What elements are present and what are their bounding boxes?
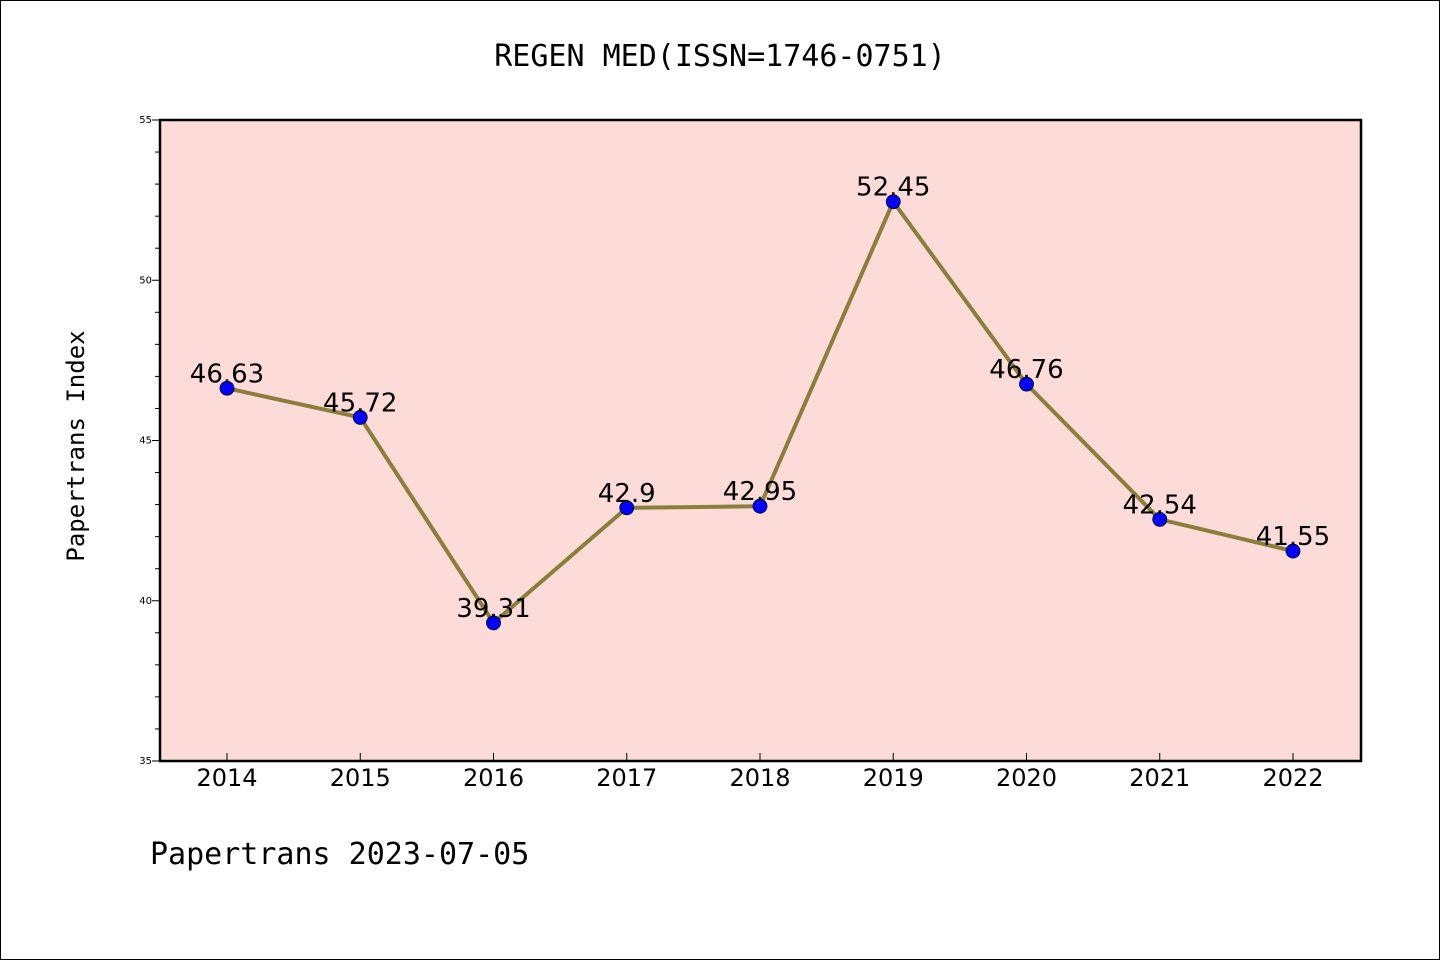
data-label: 41.55 — [1256, 522, 1330, 552]
x-tick-label: 2019 — [863, 764, 924, 792]
data-point — [619, 500, 635, 516]
y-tick-label: 40 — [139, 596, 152, 607]
chart-title: REGEN MED(ISSN=1746-0751) — [494, 39, 946, 74]
x-tick-label: 2022 — [1262, 764, 1323, 792]
y-tick-label: 45 — [139, 436, 152, 447]
y-axis-label: Papertrans Index — [62, 330, 90, 561]
x-tick-label: 2014 — [196, 764, 257, 792]
x-axis: 2014 2015 2016 2017 2018 2019 2020 2021 2022 — [196, 753, 1324, 792]
data-label: 42.95 — [723, 477, 797, 507]
plot-area — [158, 118, 1363, 763]
data-point — [1152, 511, 1168, 527]
data-label: 42.54 — [1123, 490, 1197, 520]
data-point — [352, 410, 368, 425]
x-tick-label: 2015 — [330, 764, 391, 792]
data-label: 45.72 — [323, 388, 397, 418]
x-tick-label: 2021 — [1129, 764, 1190, 792]
data-label: 52.45 — [856, 173, 930, 203]
footer-text: Papertrans 2023-07-05 — [150, 837, 529, 872]
data-label: 39.31 — [456, 594, 530, 624]
x-tick-label: 2016 — [463, 764, 524, 792]
data-point — [752, 498, 768, 514]
y-tick-label: 50 — [139, 275, 152, 286]
x-tick-label: 2018 — [729, 764, 790, 792]
data-point — [1019, 376, 1034, 392]
data-point — [1285, 543, 1301, 559]
data-point — [219, 380, 235, 396]
data-point — [885, 194, 901, 210]
y-tick-label: 35 — [139, 756, 152, 767]
x-tick-label: 2017 — [596, 764, 657, 792]
series-group: 46.63 45.72 39.31 42.9 42.95 52.45 46.76 42.54 4… — [190, 173, 1330, 631]
data-label: 46.76 — [989, 355, 1063, 385]
data-label: 46.63 — [190, 359, 264, 389]
x-tick-label: 2020 — [996, 764, 1057, 792]
y-tick-label: 55 — [139, 115, 152, 126]
data-label: 42.9 — [598, 479, 656, 509]
y-axis: 35 40 45 50 55 — [139, 115, 160, 767]
data-point — [486, 615, 501, 631]
